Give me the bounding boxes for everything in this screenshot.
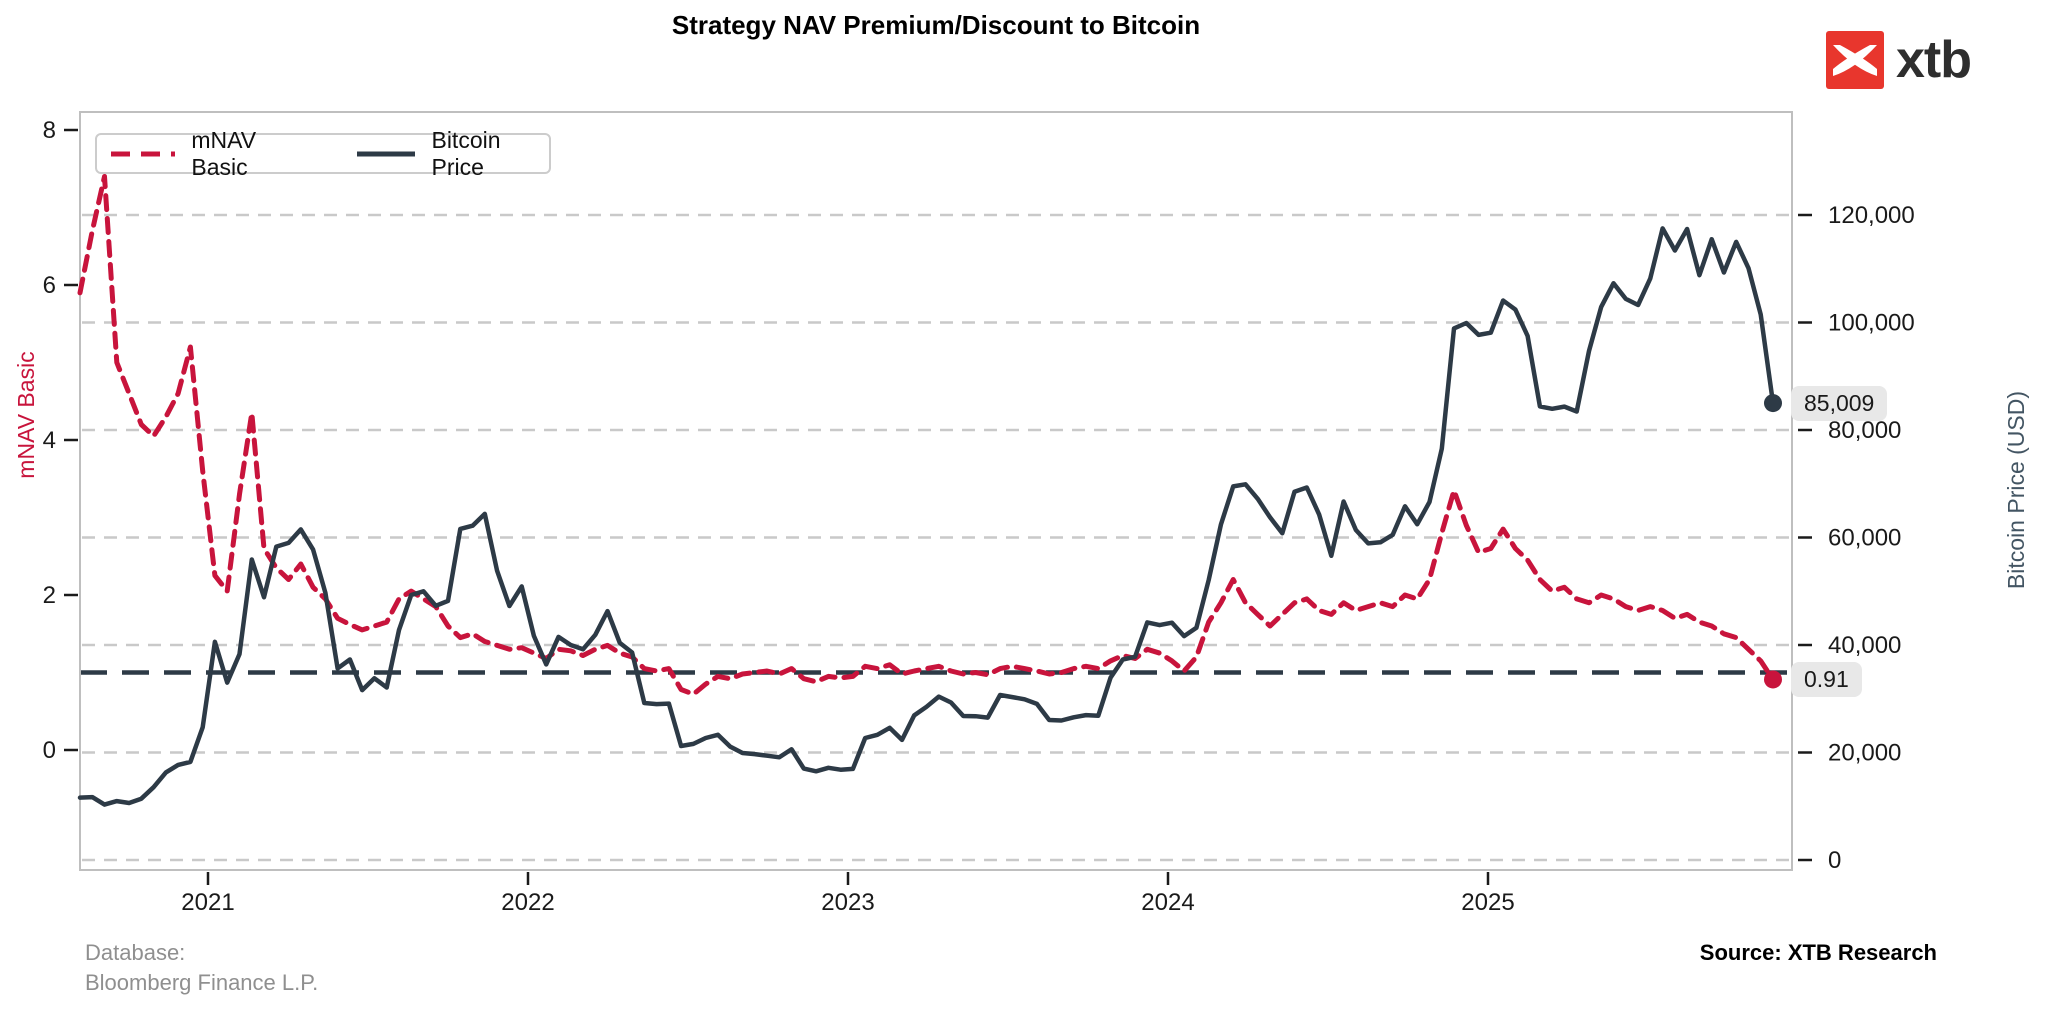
chart-title: Strategy NAV Premium/Discount to Bitcoin <box>671 10 1201 40</box>
x-tick-label: 2021 <box>181 889 234 916</box>
right-tick-label: 20,000 <box>1828 740 1901 767</box>
right-tick-label: 0 <box>1828 847 1841 874</box>
database-note: Database: Bloomberg Finance L.P. <box>85 938 318 998</box>
btc-series-line <box>77 226 1776 807</box>
legend-item-mnav: mNAV Basic <box>111 127 309 181</box>
right-tick-label: 40,000 <box>1828 632 1901 659</box>
right-tick-label: 80,000 <box>1828 417 1901 444</box>
mnav-end-value-badge: 0.91 <box>1791 662 1862 697</box>
legend-solid-line-icon <box>356 151 416 156</box>
btc-end-dot <box>1764 394 1782 413</box>
btc-end-value-badge: 85,009 <box>1791 386 1888 421</box>
left-tick-label: 4 <box>43 427 56 454</box>
legend-label-btc: Bitcoin Price <box>431 126 501 180</box>
mnav-series-line <box>77 174 1776 697</box>
legend-label-mnav: mNAV Basic <box>191 126 257 180</box>
right-tick-label: 100,000 <box>1828 310 1915 337</box>
mnav-end-dot <box>1764 670 1782 689</box>
left-tick-label: 6 <box>43 272 56 299</box>
plot-border <box>79 111 1793 871</box>
x-tick-label: 2022 <box>501 889 554 916</box>
right-tick-label: 120,000 <box>1828 202 1915 229</box>
x-tick-label: 2023 <box>821 889 874 916</box>
legend: mNAV Basic Bitcoin Price <box>95 127 551 180</box>
database-note-line2: Bloomberg Finance L.P. <box>85 970 319 995</box>
database-note-line1: Database: <box>85 940 186 965</box>
xtb-logo-text: xtb <box>1896 31 1972 89</box>
left-tick-label: 2 <box>43 582 56 609</box>
x-tick-label: 2024 <box>1141 889 1194 916</box>
xtb-x-glyph <box>1833 45 1877 76</box>
source-note: Source: XTB Research <box>1699 940 1937 965</box>
x-tick-label: 2025 <box>1461 889 1514 916</box>
right-tick-label: 60,000 <box>1828 525 1901 552</box>
xtb-logo: xtb <box>1826 30 1972 90</box>
left-tick-label: 0 <box>43 737 56 764</box>
legend-item-btc: Bitcoin Price <box>356 126 549 181</box>
xtb-logo-icon <box>1826 31 1884 89</box>
legend-dashed-line-icon <box>111 151 176 156</box>
left-tick-label: 8 <box>43 117 56 144</box>
